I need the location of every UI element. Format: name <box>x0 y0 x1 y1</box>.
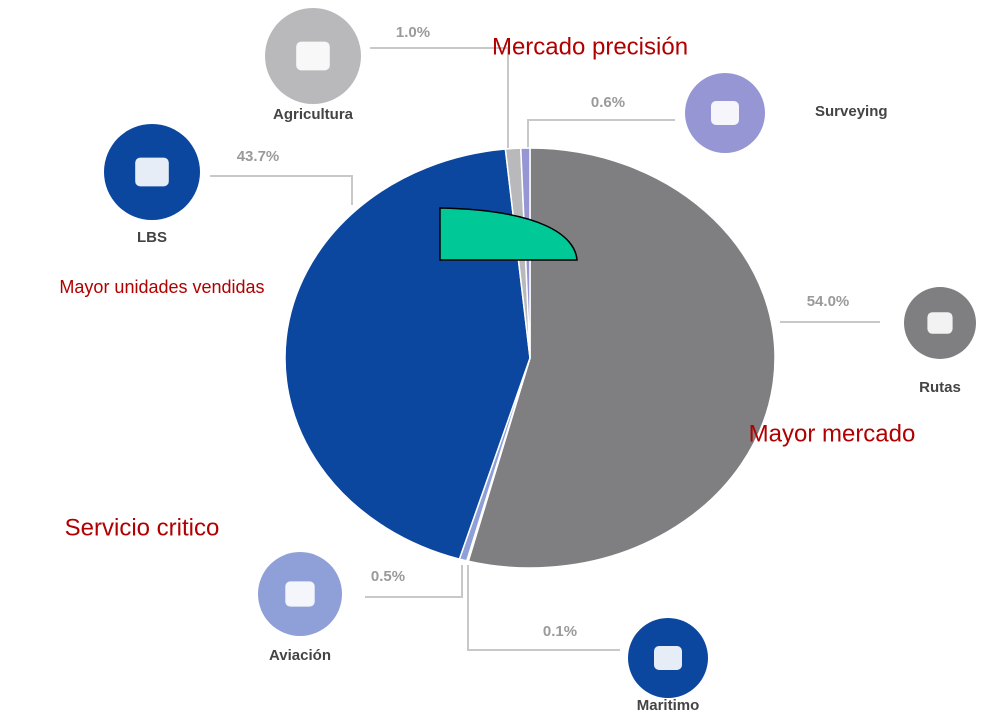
pie <box>284 147 776 569</box>
category-label: Maritimo <box>637 697 700 714</box>
value-label: 0.1% <box>543 623 577 640</box>
category-label: Aviación <box>269 647 331 664</box>
annotation: Mercado precisión <box>492 33 688 60</box>
icon-glyph <box>135 157 169 187</box>
category-label: Agricultura <box>273 106 354 123</box>
annotation: Mayor mercado <box>749 420 916 447</box>
category-label: LBS <box>137 229 167 246</box>
value-label: 43.7% <box>237 148 280 165</box>
category-label: Rutas <box>919 379 961 396</box>
value-label: 1.0% <box>396 24 430 41</box>
annotation: Servicio critico <box>65 514 220 541</box>
icons: Rutas 54.0% Maritimo 0.1% Aviación 0.5% LBS 43.… <box>104 8 976 714</box>
annotation: Mayor unidades vendidas <box>59 277 264 297</box>
value-label: 54.0% <box>807 293 850 310</box>
category-label: Surveying <box>815 103 888 120</box>
highlight-shape <box>439 207 578 261</box>
icon-glyph <box>927 312 953 334</box>
icon-glyph <box>711 101 739 125</box>
icon-glyph <box>654 646 682 670</box>
value-label: 0.5% <box>371 568 405 585</box>
leader-lines <box>210 47 880 651</box>
value-label: 0.6% <box>591 94 625 111</box>
icon-glyph <box>296 41 330 71</box>
icon-glyph <box>285 581 315 607</box>
